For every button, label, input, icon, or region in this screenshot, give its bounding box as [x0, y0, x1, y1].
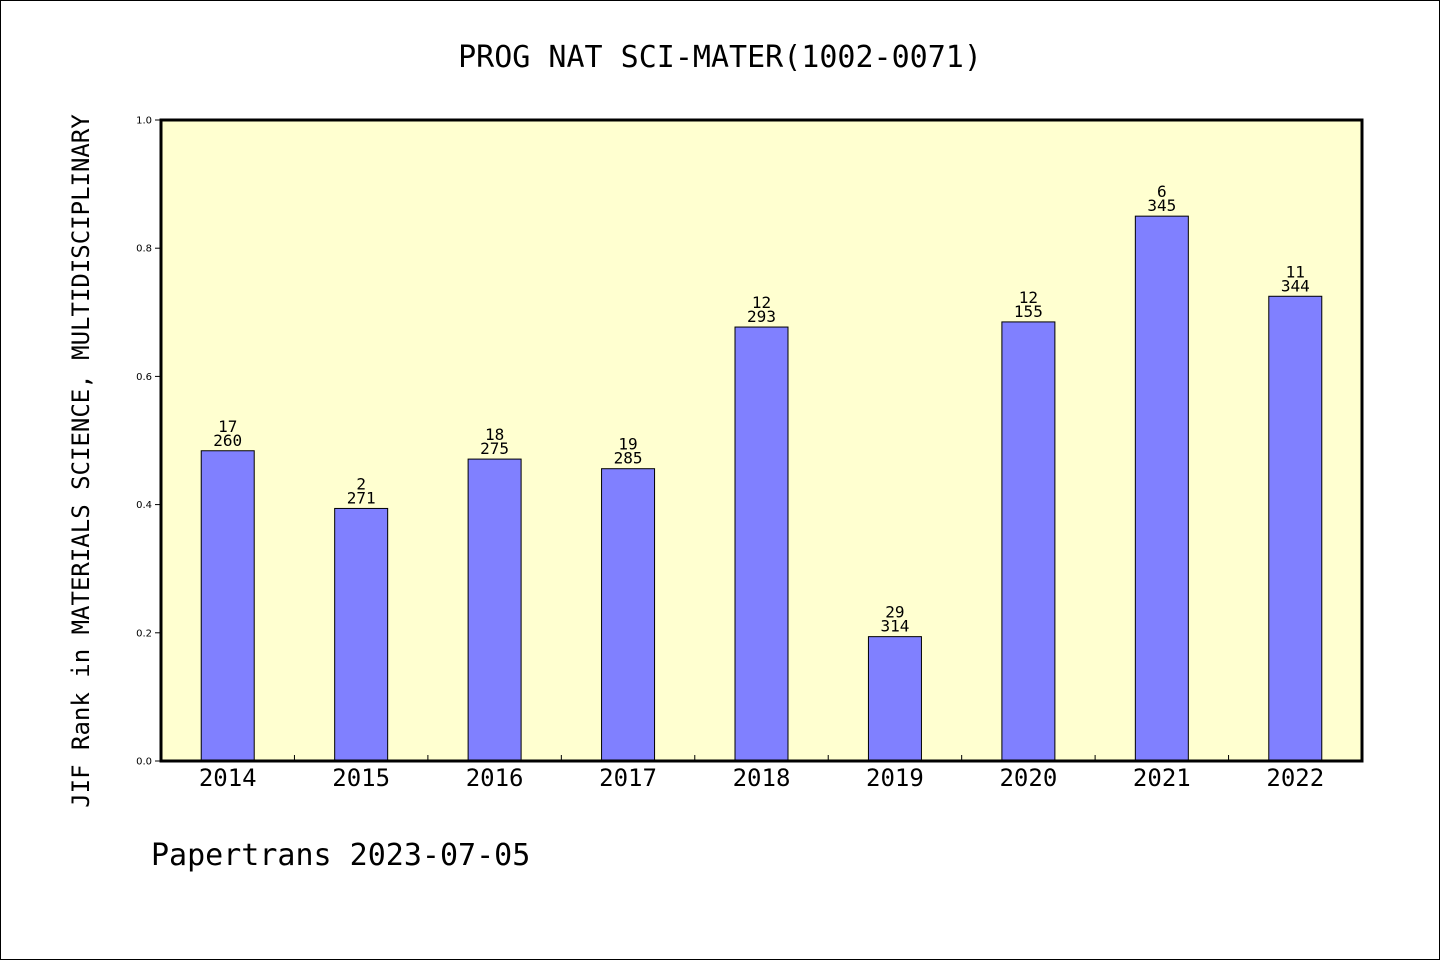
bar-total-label-2022: 344: [1281, 276, 1310, 295]
bar-2022: [1268, 295, 1323, 762]
bar-rank-label-2022: 11: [1286, 262, 1305, 281]
y-tick-label: 0.0: [136, 757, 152, 768]
bar-total-label-2014: 260: [213, 431, 242, 450]
bar-rank-label-2020: 12: [1019, 288, 1038, 307]
bar-2021: [1134, 215, 1189, 762]
x-tick-label-2014: 2014: [199, 764, 257, 792]
bar-total-label-2019: 314: [880, 617, 909, 636]
y-tick-label: 1.0: [136, 116, 152, 127]
bar-rank-label-2015: 2: [356, 474, 366, 493]
y-tick-label: 0.8: [136, 244, 152, 255]
x-tick-label-2016: 2016: [466, 764, 524, 792]
axes-group: 2014 2015 2016 2017 2018 2019 2020 2021 2022 0.0 0…: [136, 116, 1324, 793]
bar-total-label-2021: 345: [1147, 196, 1176, 215]
x-tick-label-2021: 2021: [1133, 764, 1191, 792]
x-tick-label-2019: 2019: [866, 764, 924, 792]
bar-rank-label-2021: 6: [1157, 182, 1167, 201]
y-axis-label: JIF Rank in MATERIALS SCIENCE, MULTIDISC…: [67, 114, 95, 808]
bar-2018: [734, 326, 789, 762]
bar-total-label-2018: 293: [747, 307, 776, 326]
chart-title: PROG NAT SCI-MATER(1002-0071): [458, 40, 982, 75]
x-tick-label-2018: 2018: [733, 764, 791, 792]
bar-rank-label-2017: 19: [618, 435, 637, 454]
bar-total-label-2016: 275: [480, 439, 509, 458]
bar-total-label-2017: 285: [614, 449, 643, 468]
bar-2015: [334, 507, 389, 762]
x-tick-label-2015: 2015: [332, 764, 390, 792]
x-tick-label-2022: 2022: [1266, 764, 1324, 792]
x-tick-label-2020: 2020: [999, 764, 1057, 792]
y-tick-label: 0.4: [136, 500, 152, 511]
bar-total-label-2020: 155: [1014, 302, 1043, 321]
bar-total-label-2015: 271: [347, 488, 376, 507]
y-tick-label: 0.2: [136, 628, 152, 639]
footer-credit: Papertrans 2023-07-05: [151, 838, 530, 873]
bar-rank-label-2014: 17: [218, 417, 237, 436]
bar-2020: [1001, 321, 1056, 762]
bar-2016: [467, 458, 522, 762]
plot-frame: [159, 118, 1364, 763]
bar-rank-label-2016: 18: [485, 425, 504, 444]
bar-2019: [867, 636, 922, 762]
x-tick-label-2017: 2017: [599, 764, 657, 792]
bar-2017: [601, 468, 656, 762]
y-tick-label: 0.6: [136, 372, 152, 383]
bar-rank-label-2019: 29: [885, 603, 904, 622]
bar-2014: [200, 450, 255, 762]
bar-rank-label-2018: 12: [752, 293, 771, 312]
